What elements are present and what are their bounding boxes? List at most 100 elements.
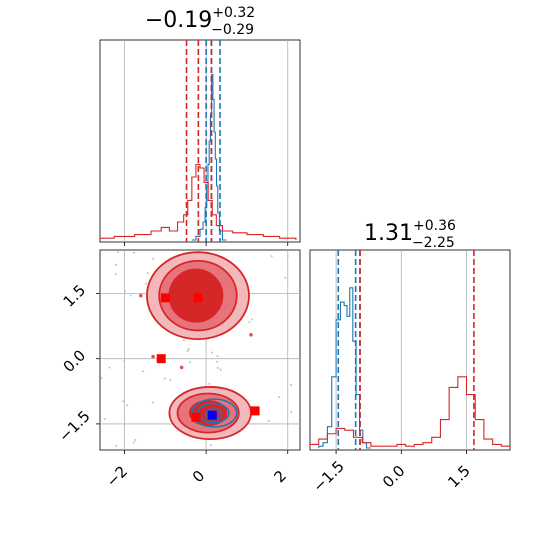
marginal-panel-top-title: −0.19+0.32 −0.29 (145, 5, 255, 38)
joint-stray-point-0 (139, 293, 143, 298)
joint-panel: −2 0 2 −1.5 0.0 1.5 (55, 249, 301, 491)
marginal-panel-right-histograms (310, 250, 510, 450)
top-hist-bin-1-8 (188, 200, 192, 240)
joint-background-point-9 (210, 351, 214, 354)
joint-background-point-2 (187, 347, 190, 350)
joint-background-point-37 (270, 255, 273, 258)
joint-background-point-34 (151, 401, 154, 404)
top-hist-bin-1-4 (161, 227, 169, 240)
marginal-panel-top-ticks (124, 242, 289, 246)
marginal-panel-right-frame (309, 249, 511, 451)
right-hist-bin-1-11 (406, 446, 415, 448)
right-hist-bin-1-16 (449, 387, 458, 448)
right-hist-bin-1-17 (458, 377, 467, 448)
joint-ytick-label-1: 0.0 (60, 346, 90, 376)
joint-background-point-50 (123, 290, 127, 293)
top-hist-series-1 (100, 163, 297, 240)
title-lower-2: −2.25 (412, 235, 455, 251)
marginal-panel-top-histograms (100, 40, 297, 242)
top-hist-bin-1-9 (192, 177, 196, 240)
joint-ytick-label-0: −1.5 (55, 407, 93, 445)
joint-background-point-42 (141, 370, 145, 373)
title-upper-1: +0.32 (212, 5, 255, 21)
top-hist-bin-1-12 (204, 182, 208, 240)
joint-background-point-31 (186, 349, 189, 352)
marginal-panel-right-title: 1.31+0.36 −2.25 (364, 218, 456, 251)
right-hist-bin-1-9 (388, 446, 397, 448)
joint-background-point-13 (290, 411, 293, 414)
top-hist-bin-1-1 (114, 236, 134, 240)
joint-background-point-3 (114, 273, 117, 276)
joint-background-point-59 (267, 419, 270, 422)
joint-background-point-45 (100, 376, 103, 380)
top-hist-bin-1-7 (184, 215, 188, 240)
joint-background-point-30 (289, 383, 293, 387)
joint-background-point-20 (169, 378, 172, 382)
right-hist-bin-1-21 (493, 444, 502, 448)
joint-background-point-28 (108, 366, 111, 369)
right-hist-bin-1-8 (380, 446, 389, 448)
joint-background-point-24 (219, 368, 222, 371)
joint-background-point-39 (248, 320, 251, 324)
right-hist-bin-1-12 (414, 444, 423, 448)
marginal-panel-right-ticks: −1.5 0.0 1.5 (309, 450, 474, 496)
joint-background-point-14 (182, 338, 185, 342)
top-hist-bin-1-17 (231, 233, 247, 240)
joint-background-point-11 (286, 254, 289, 258)
top-hist-bin-1-5 (169, 231, 177, 240)
top-hist-bin-1-11 (200, 168, 204, 240)
right-hist-bin-0-5 (341, 302, 344, 448)
right-hist-bin-0-8 (350, 288, 353, 448)
right-hist-bin-1-6 (362, 443, 371, 448)
joint-xtick-label-2: 2 (270, 467, 289, 486)
right-hist-bin-1-5 (353, 437, 362, 448)
marginal-panel-top: −0.19+0.32 −0.29 (99, 5, 301, 246)
joint-stray-point-3 (151, 354, 155, 359)
title-value-1: −0.19 (145, 8, 212, 33)
joint-background-point-38 (284, 276, 287, 280)
joint-background-point-56 (132, 441, 135, 444)
joint-background-point-21 (114, 263, 118, 266)
top-hist-bin-1-3 (153, 231, 161, 240)
right-hist-bin-1-20 (484, 439, 493, 448)
right-hist-bin-1-3 (336, 428, 345, 448)
joint-background-point-16 (132, 251, 136, 254)
right-hist-bin-1-0 (310, 444, 319, 448)
joint-background-point-22 (146, 272, 149, 275)
joint-background-point-4 (216, 366, 219, 369)
joint-background-point-57 (115, 444, 118, 447)
marginal-panel-right: −1.5 0.0 1.5 1.31+0.36 −2.25 (309, 218, 511, 496)
title-value-2: 1.31 (364, 221, 413, 246)
joint-background-point-49 (216, 355, 219, 358)
right-tick-label-2: 1.5 (444, 462, 474, 492)
joint-background-point-52 (103, 418, 106, 421)
joint-stray-point-4 (249, 332, 253, 337)
joint-background-point-46 (216, 360, 219, 363)
top-hist-bin-1-18 (247, 235, 263, 240)
right-hist-bin-1-13 (423, 443, 432, 448)
joint-background-point-51 (278, 396, 281, 399)
right-hist-bin-1-10 (397, 444, 406, 448)
joint-background-point-19 (129, 294, 132, 297)
joint-background-point-44 (152, 257, 155, 260)
joint-background-point-40 (209, 444, 213, 447)
joint-background-point-12 (123, 360, 126, 363)
top-hist-bin-1-20 (280, 238, 296, 240)
joint-background-point-25 (250, 318, 253, 321)
right-hist-bin-1-7 (371, 446, 380, 448)
joint-red-marker-0 (160, 293, 170, 303)
title-upper-2: +0.36 (413, 218, 456, 234)
top-hist-bin-1-6 (180, 222, 184, 240)
joint-panel-contours (100, 250, 293, 447)
title-lower-1: −0.29 (211, 22, 254, 38)
joint-red-marker-3 (191, 412, 201, 422)
joint-background-point-55 (144, 282, 148, 285)
joint-red-marker-4 (250, 406, 260, 416)
right-hist-bin-1-1 (319, 439, 328, 448)
top-hist-bin-1-2 (139, 235, 151, 240)
joint-background-point-10 (134, 438, 137, 442)
right-hist-bin-1-19 (475, 420, 484, 448)
joint-background-point-1 (121, 400, 125, 403)
right-hist-series-1 (310, 376, 510, 448)
